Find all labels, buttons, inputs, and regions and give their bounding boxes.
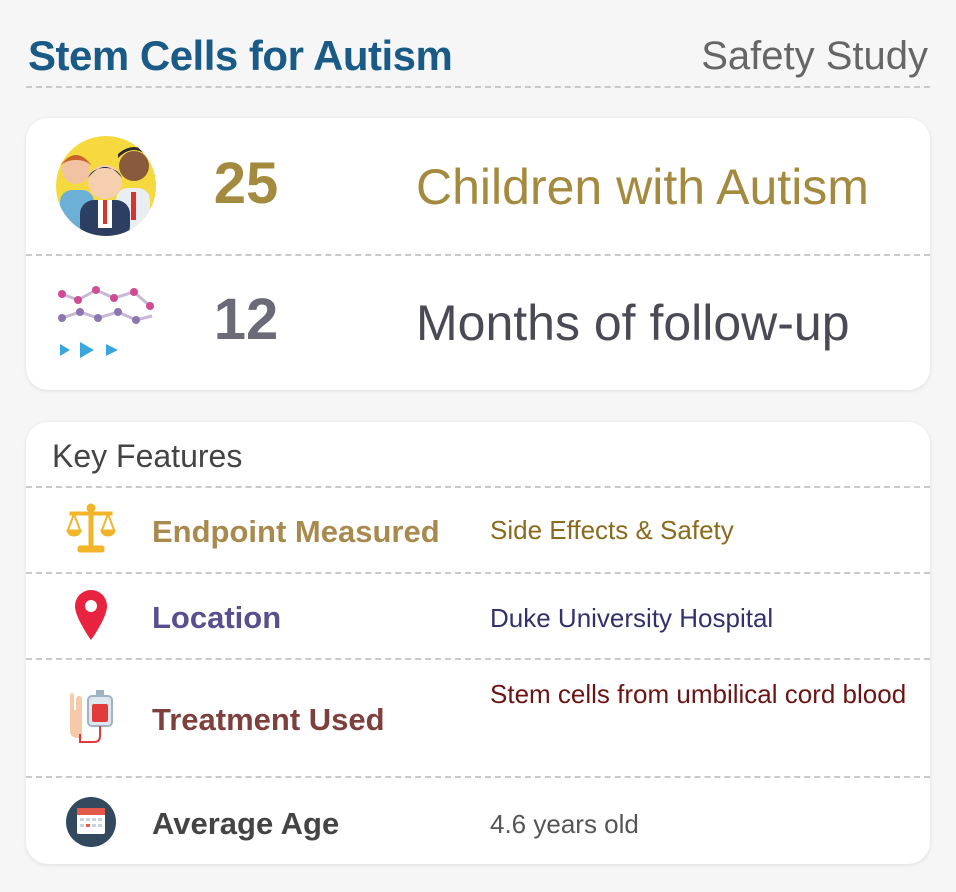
scales-icon — [66, 502, 116, 558]
page-header: Stem Cells for Autism Safety Study — [26, 22, 930, 88]
feature-row-treatment: Treatment Used Stem cells from umbilical… — [26, 658, 930, 778]
feature-label: Average Age — [152, 806, 340, 841]
iv-bag-arm-icon — [66, 690, 116, 746]
key-features-card: Key Features Endpoint Measured Side — [26, 422, 930, 864]
page-subtitle: Safety Study — [701, 34, 928, 78]
stat-label: Children with Autism — [416, 159, 869, 215]
line-chart-icon — [56, 272, 156, 372]
feature-label: Endpoint Measured — [152, 514, 440, 549]
stat-number: 12 — [213, 287, 279, 352]
stat-row-months: 12 Months of follow-up — [26, 254, 930, 390]
calendar-icon — [66, 796, 116, 852]
feature-value: 4.6 years old — [490, 809, 639, 839]
page-title: Stem Cells for Autism — [28, 32, 453, 79]
feature-row-location: Location Duke University Hospital — [26, 572, 930, 660]
features-title: Key Features — [52, 438, 243, 474]
feature-value: Stem cells from umbilical cord blood — [490, 679, 907, 709]
stats-card: 25 Children with Autism — [26, 118, 930, 390]
stat-row-children: 25 Children with Autism — [26, 118, 930, 256]
people-group-icon — [56, 136, 156, 236]
feature-row-endpoint: Endpoint Measured Side Effects & Safety — [26, 486, 930, 574]
feature-row-age: Average Age 4.6 years old — [26, 776, 930, 864]
feature-value: Side Effects & Safety — [490, 515, 734, 545]
map-pin-icon — [66, 588, 116, 644]
stat-number: 25 — [213, 151, 279, 216]
feature-label: Location — [152, 600, 282, 635]
feature-label: Treatment Used — [152, 702, 385, 737]
feature-value: Duke University Hospital — [490, 603, 774, 633]
stat-label: Months of follow-up — [416, 295, 850, 351]
